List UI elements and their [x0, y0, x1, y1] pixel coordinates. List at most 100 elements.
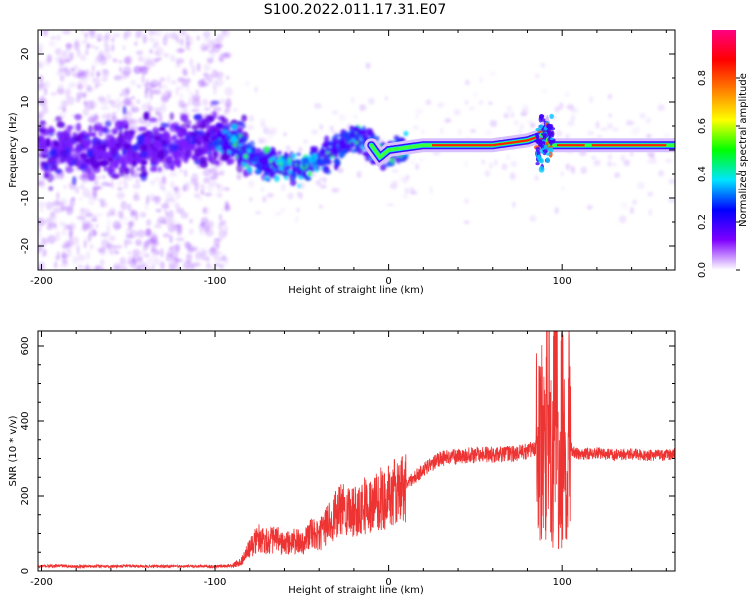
spectrogram-noise-blob [104, 45, 111, 54]
spectrogram-noise-blob [149, 90, 153, 100]
spectrogram-noise-blob [567, 120, 575, 127]
spectrogram-track-blob [246, 166, 253, 173]
spectrogram-track-blob [224, 125, 230, 130]
spectrogram-burst-blob [551, 130, 555, 138]
spectrogram-noise-blob [185, 253, 193, 264]
spectrogram-noise-blob [38, 243, 42, 251]
spectrogram-noise-blob [170, 80, 177, 85]
spectrogram-band-blob [66, 124, 73, 131]
spectrogram-noise-blob [61, 205, 68, 211]
spectrogram-noise-blob [185, 84, 190, 93]
spectrogram-noise-blob [108, 235, 116, 242]
spectrogram-band-blob [62, 157, 71, 163]
spectrogram-track-blob [253, 156, 260, 162]
spectrogram-noise-blob [215, 237, 223, 241]
spectrogram-noise-blob [618, 215, 627, 224]
spectrogram-band-blob [58, 132, 66, 142]
spectrogram-noise-blob [110, 37, 115, 43]
spectrogram-noise-blob [183, 241, 191, 249]
spectrogram-noise-blob [160, 248, 164, 258]
spectrogram-noise-blob [134, 265, 142, 270]
spectrogram-noise-blob [173, 185, 179, 194]
spectrogram-band-blob [142, 170, 149, 177]
spectrogram-band-blob [165, 155, 173, 163]
spectrogram-noise-blob [464, 198, 470, 204]
spectrogram-track-blob [354, 136, 360, 142]
spectrogram-noise-blob [356, 170, 362, 179]
spectrogram-noise-blob [62, 260, 69, 265]
spectrogram-x-tick-label: 0 [385, 276, 391, 287]
spectrogram-band-blob [157, 166, 162, 173]
spectrogram-noise-blob [494, 159, 498, 167]
spectrogram-noise-blob [566, 103, 574, 111]
spectrogram-noise-blob [85, 250, 91, 261]
spectrogram-noise-blob [205, 262, 212, 269]
spectrogram-noise-blob [152, 89, 162, 95]
spectrogram-band-blob [91, 132, 97, 138]
spectrogram-noise-blob [106, 53, 112, 60]
spectrogram-burst-blob [536, 134, 540, 141]
spectrogram-noise-blob [90, 71, 95, 78]
spectrogram-noise-blob [72, 256, 79, 265]
colorbar-tick-label: 0.8 [697, 70, 708, 86]
spectrogram-band-blob [176, 158, 182, 169]
spectrogram-noise-blob [300, 182, 305, 190]
spectrogram-noise-blob [94, 265, 104, 270]
spectrogram-burst-blob [535, 127, 542, 132]
spectrogram-noise-blob [534, 73, 540, 79]
spectrogram-noise-blob [94, 46, 99, 50]
spectrogram-noise-blob [87, 266, 97, 270]
spectrogram-burst-blob [535, 162, 540, 166]
spectrogram-noise-blob [162, 233, 170, 238]
spectrogram-noise-blob [529, 215, 537, 223]
spectrogram-track-blob [323, 135, 330, 143]
spectrogram-track-blob [229, 146, 236, 152]
spectrogram-noise-blob [86, 43, 91, 49]
spectrogram-noise-blob [47, 234, 56, 244]
spectrogram-noise-blob [85, 100, 95, 110]
spectrogram-noise-blob [95, 223, 99, 228]
spectrogram-noise-blob [512, 201, 516, 208]
spectrogram-noise-blob [176, 207, 185, 214]
spectrogram-noise-blob [657, 104, 665, 112]
spectrogram-noise-blob [612, 127, 619, 132]
spectrogram-band-blob [72, 132, 79, 142]
snr-x-tick-label: -100 [204, 577, 227, 588]
spectrogram-noise-blob [318, 204, 324, 209]
spectrogram-noise-blob [607, 93, 613, 100]
spectrogram-band-blob [44, 168, 51, 175]
spectrogram-noise-blob [254, 86, 258, 93]
spectrogram-noise-blob [108, 207, 116, 215]
spectrogram-track-blob [225, 135, 231, 140]
spectrogram-track-blob [301, 172, 308, 178]
spectrogram-band-blob [94, 125, 103, 132]
spectrogram-track-blob [362, 125, 366, 131]
spectrogram-band-blob [188, 142, 194, 150]
spectrogram-noise-blob [287, 192, 294, 200]
spectrogram-noise-blob [50, 36, 57, 40]
spectrogram-noise-blob [121, 88, 130, 97]
spectrogram-noise-blob [100, 232, 109, 238]
spectrogram-noise-blob [170, 251, 179, 260]
spectrogram-noise-blob [203, 36, 212, 42]
spectrogram-noise-blob [92, 228, 97, 236]
spectrogram-noise-blob [260, 118, 266, 126]
spectrogram-track-blob [291, 153, 296, 160]
spectrogram-noise-blob [43, 87, 48, 96]
spectrogram-noise-blob [45, 201, 53, 210]
spectrogram-band-blob [153, 140, 159, 149]
spectrogram-noise-blob [132, 183, 141, 189]
spectrogram-band-blob [122, 105, 127, 115]
spectrogram-noise-blob [484, 170, 491, 177]
spectrogram-noise-blob [185, 40, 190, 49]
spectrogram-noise-blob [145, 219, 152, 227]
spectrogram-noise-blob [464, 99, 469, 105]
spectrogram-noise-blob [162, 35, 168, 46]
spectrogram-noise-blob [192, 94, 201, 102]
spectrogram-noise-blob [280, 183, 286, 192]
spectrogram-noise-blob [126, 260, 131, 265]
spectrogram-band-blob [138, 126, 148, 132]
spectrogram-noise-blob [199, 183, 206, 191]
spectrogram-noise-blob [110, 179, 114, 190]
spectrogram-noise-blob [156, 56, 162, 61]
